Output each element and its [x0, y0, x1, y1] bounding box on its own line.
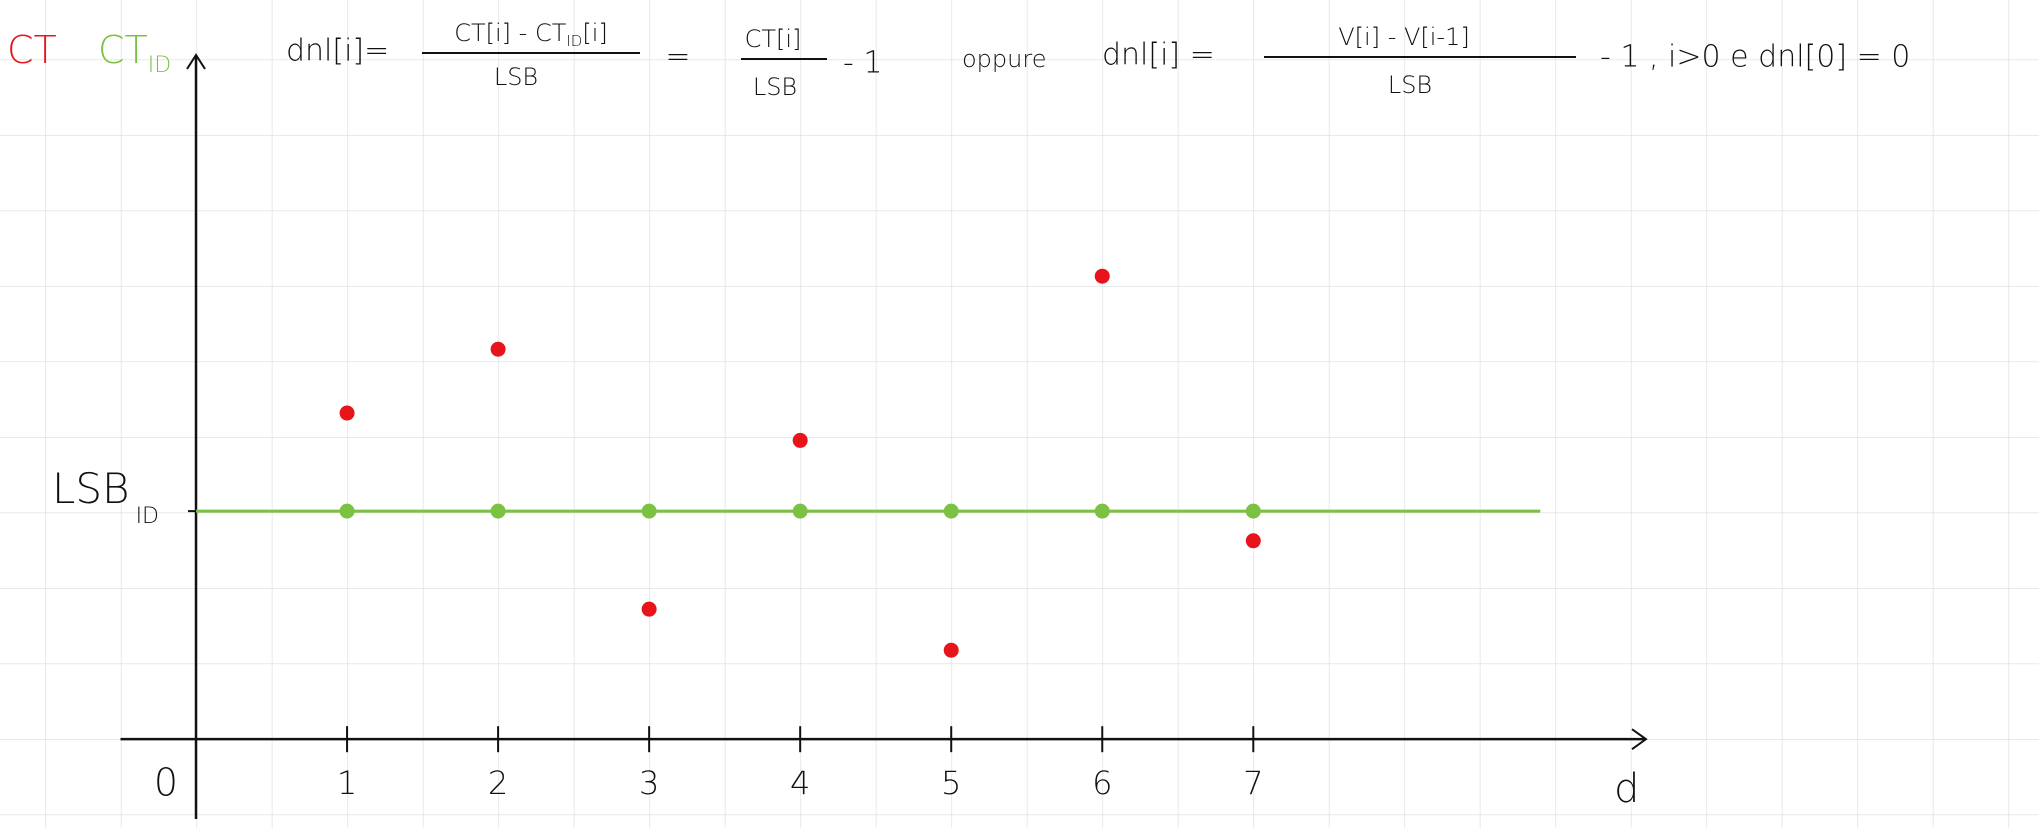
point: [1094, 503, 1110, 519]
x-tick-label: 2: [488, 764, 508, 802]
equals: =: [665, 40, 690, 75]
fraction-numerator: CT[i] - CTID[i]: [454, 19, 608, 50]
point: [1245, 503, 1261, 519]
x-axis-arrow: [1631, 728, 1648, 750]
formula-lhs: dnl[i]=: [286, 34, 389, 69]
point: [792, 503, 808, 519]
point: [641, 503, 657, 519]
formula: dnl[i]= CT[i] - CTID[i] LSB = CT[i] LSB …: [286, 19, 1910, 101]
fraction-numerator: CT[i]: [745, 25, 802, 53]
legend-subscript: ID: [148, 53, 171, 78]
origin-label: 0: [154, 761, 178, 805]
x-tick-label: 7: [1243, 764, 1263, 802]
formula-lhs: dnl[i] =: [1102, 38, 1215, 73]
point: [339, 405, 355, 421]
legend-entry: CT: [7, 28, 57, 72]
formula-text: - 1 , i>0 e dnl[0] = 0: [1600, 40, 1910, 75]
point: [339, 503, 355, 519]
x-tick-label: 6: [1092, 764, 1112, 802]
fraction-denominator: LSB: [494, 63, 538, 91]
point: [641, 601, 657, 617]
x-tick-label: 3: [639, 764, 659, 802]
formula-text: oppure: [962, 45, 1046, 73]
fraction-numerator: V[i] - V[i-1]: [1338, 23, 1469, 51]
point: [1094, 268, 1110, 284]
text: [i]: [582, 19, 607, 47]
legend-text: CT: [98, 28, 148, 72]
point: [1245, 533, 1261, 549]
y-tick-subscript: ID: [136, 504, 159, 529]
subscript: ID: [566, 32, 582, 50]
y-axis-arrow: [186, 53, 206, 70]
y-tick-label: LSBID: [52, 464, 159, 529]
legend-text: CT: [7, 28, 57, 72]
x-axis-label: d: [1614, 766, 1639, 812]
point: [490, 341, 506, 357]
y-tick-text: LSB: [52, 464, 130, 513]
x-tick-label: 5: [941, 764, 961, 802]
x-tick-label: 1: [337, 764, 357, 802]
point: [943, 503, 959, 519]
point: [490, 503, 506, 519]
fraction-denominator: LSB: [753, 73, 797, 101]
point: [943, 642, 959, 658]
legend-entry: CTID: [98, 28, 171, 79]
formula-text: - 1: [843, 46, 882, 81]
point: [792, 432, 808, 448]
text: CT[i] - CT: [454, 19, 566, 47]
x-tick-label: 4: [790, 764, 810, 802]
fraction-denominator: LSB: [1388, 71, 1432, 99]
